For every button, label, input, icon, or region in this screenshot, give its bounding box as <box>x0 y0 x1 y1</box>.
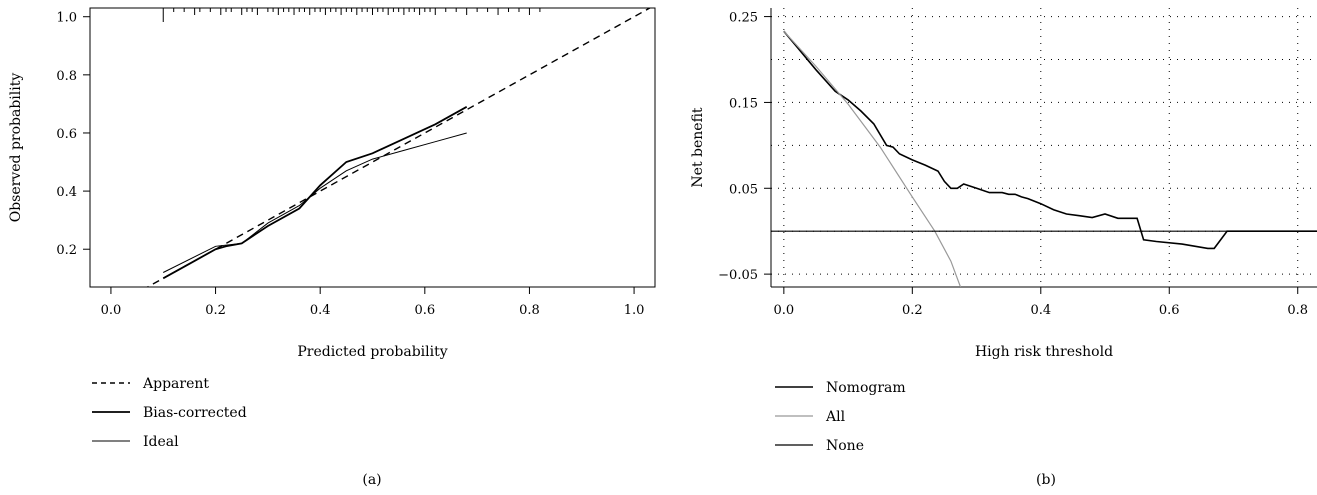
panel-a-x-tick-label-0: 0.0 <box>101 303 122 318</box>
panel-a-y-tick-label-4: 1.0 <box>56 11 77 26</box>
panel-b-label: (b) <box>1036 472 1056 488</box>
panel-a-series-bias-corrected <box>162 106 468 280</box>
panel-b-y-axis-label: Net benefit <box>690 107 706 187</box>
panel-a-y-tick-label-3: 0.8 <box>56 69 77 84</box>
panel-b-y-tick-label-2: 0.15 <box>729 96 758 111</box>
panel-b-y-tick-label-0: −0.05 <box>718 268 758 283</box>
panel-b-series-nomogram <box>783 30 1317 250</box>
panel-a-x-tick-label-4: 0.8 <box>519 303 540 318</box>
panel-b-y-tick-label-1: 0.05 <box>729 182 758 197</box>
panel-b-series-all <box>783 30 962 287</box>
panel-a-x-axis-label: Predicted probability <box>297 344 447 360</box>
panel-a-y-tick-label-2: 0.6 <box>56 127 77 142</box>
panel-b-x-tick-label-0: 0.0 <box>774 303 795 318</box>
panel-a-x-tick-label-1: 0.2 <box>205 303 226 318</box>
panel-b-legend-label-2: None <box>826 438 864 454</box>
panel-b-legend-label-0: Nomogram <box>826 380 906 396</box>
panel-b-x-tick-label-4: 0.8 <box>1287 303 1308 318</box>
panel-b-x-axis-label: High risk threshold <box>975 344 1113 360</box>
panel-a-y-tick-label-1: 0.4 <box>56 185 77 200</box>
panel-a-legend-label-2: Ideal <box>143 434 179 450</box>
panel-b-y-tick-label-3: 0.25 <box>729 11 758 26</box>
panel-b-x-tick-label-1: 0.2 <box>902 303 923 318</box>
panel-a-plot-frame <box>89 7 656 288</box>
panel-b-x-tick-label-3: 0.6 <box>1159 303 1180 318</box>
panel-b-x-tick-label-2: 0.4 <box>1030 303 1051 318</box>
panel-a-x-tick-label-2: 0.4 <box>310 303 331 318</box>
panel-a-y-axis-label: Observed probability <box>8 73 24 223</box>
panel-b-legend-label-1: All <box>825 409 846 425</box>
panel-a-y-tick-label-0: 0.2 <box>56 243 77 258</box>
panel-a-label: (a) <box>362 472 381 488</box>
panel-a-legend-label-0: Apparent <box>142 376 209 392</box>
panel-a-legend-label-1: Bias-corrected <box>143 405 247 421</box>
panel-a-series-ideal <box>162 132 467 273</box>
panel-a-x-tick-label-5: 1.0 <box>624 303 645 318</box>
panel-a-x-tick-label-3: 0.6 <box>414 303 435 318</box>
